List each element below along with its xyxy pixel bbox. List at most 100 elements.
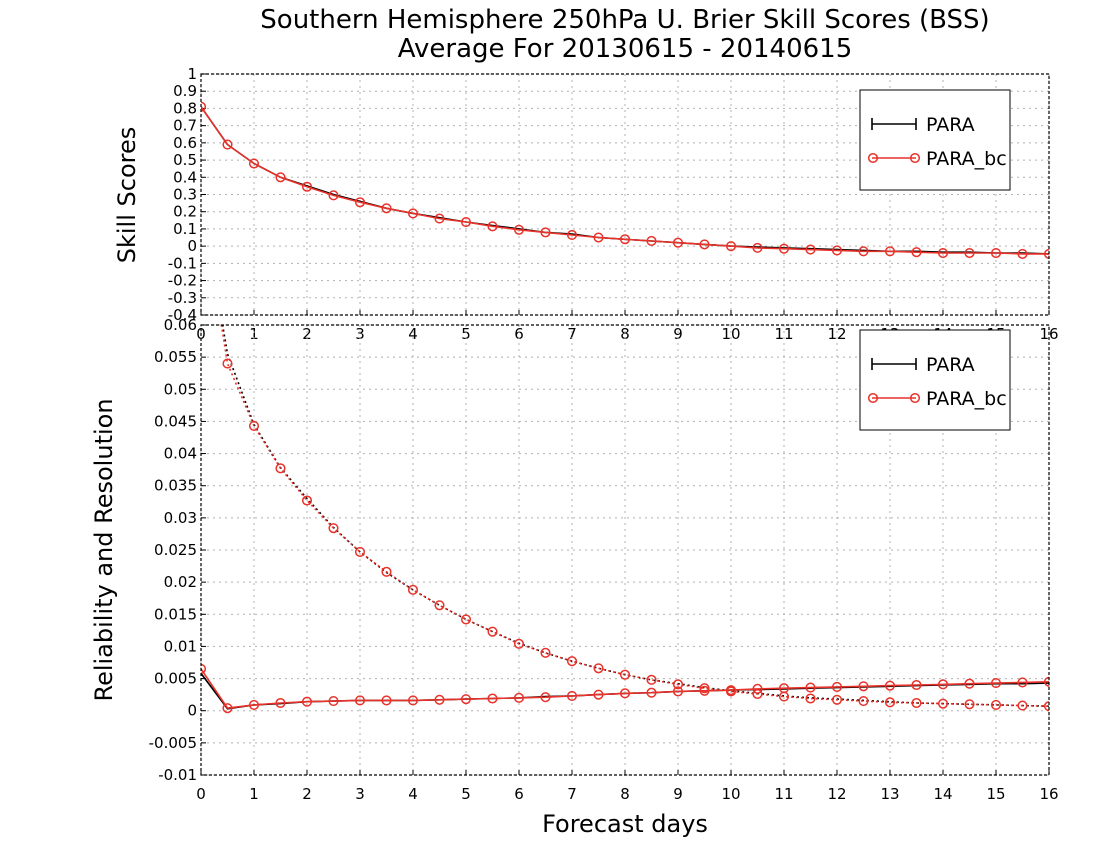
series-para-bc-reliability-point bbox=[646, 674, 657, 685]
y-axis-label: Skill Scores bbox=[113, 127, 141, 264]
series-para-bc-resolution-point bbox=[434, 694, 445, 705]
x-tick-label: 15 bbox=[986, 785, 1005, 803]
y-tick-label: -0.4 bbox=[168, 306, 197, 324]
series-para-bc-point bbox=[1017, 248, 1028, 259]
x-axis-label: Forecast days bbox=[542, 810, 708, 838]
series-para-bc-line bbox=[201, 106, 1049, 255]
y-tick-label: -0.005 bbox=[149, 734, 197, 752]
y-tick-label: -0.2 bbox=[168, 272, 197, 290]
series-para-bc-reliability-point bbox=[858, 696, 869, 707]
y-tick-label: 0.045 bbox=[154, 412, 197, 430]
series-para-bc-point bbox=[831, 245, 843, 256]
y-tick-label: -0.3 bbox=[168, 289, 197, 307]
series-para-bc-resolution-line bbox=[201, 668, 1049, 709]
series-para-bc-point bbox=[699, 239, 710, 250]
x-tick-label: 2 bbox=[302, 785, 312, 803]
legend-box bbox=[859, 89, 1011, 191]
series-para-bc-point bbox=[566, 229, 578, 241]
series-para-bc-reliability-point bbox=[752, 688, 763, 700]
series-para-bc-reliability-point bbox=[1043, 701, 1049, 712]
series-para-bc-resolution-point bbox=[275, 697, 286, 709]
y-tick-label: 0.4 bbox=[173, 168, 197, 186]
x-tick-label: 14 bbox=[933, 785, 952, 803]
series-para-bc-resolution-point bbox=[911, 679, 922, 691]
y-tick-label: 0.1 bbox=[173, 220, 197, 238]
legend: PARA PARA_bc bbox=[859, 89, 1011, 191]
series-para-bc-reliability-point bbox=[831, 694, 843, 705]
x-tick-label: 9 bbox=[673, 325, 683, 343]
series-para-bc-point bbox=[328, 190, 339, 201]
series-para-bc-point bbox=[619, 234, 631, 245]
x-tick-label: 8 bbox=[620, 325, 630, 343]
series-para-bc-reliability-point bbox=[884, 697, 896, 708]
x-tick-label: 5 bbox=[461, 325, 471, 343]
series-para-bc-reliability-point bbox=[407, 584, 419, 595]
y-tick-label: 0.8 bbox=[173, 99, 197, 117]
y-tick-label: -0.01 bbox=[158, 766, 197, 784]
y-tick-label: 0.015 bbox=[154, 605, 197, 623]
series-para-bc-reliability-point bbox=[937, 698, 949, 709]
series-para-bc-resolution-point bbox=[354, 695, 366, 706]
series-para-bc-point bbox=[646, 235, 657, 247]
x-tick-label: 7 bbox=[567, 785, 577, 803]
series-para-bc-point bbox=[725, 241, 737, 252]
series-para-bc-reliability-point bbox=[725, 686, 737, 697]
series-para-bc-reliability-point bbox=[593, 663, 604, 674]
series-para-bc-resolution-point bbox=[619, 688, 631, 699]
y-axis-label: Reliability and Resolution bbox=[90, 398, 118, 701]
plot-area bbox=[201, 101, 1049, 259]
series-para-bc-resolution-point bbox=[672, 686, 684, 697]
series-para-bc-reliability-point bbox=[805, 693, 816, 704]
x-tick-label: 5 bbox=[461, 785, 471, 803]
series-para-bc-resolution-point bbox=[487, 693, 498, 704]
series-para-bc-point bbox=[434, 213, 445, 224]
series-para-bc-resolution-point bbox=[328, 696, 339, 707]
y-tick-label: 0.2 bbox=[173, 203, 197, 221]
series-para-bc-resolution-point bbox=[805, 682, 816, 693]
series-para-bc-reliability-point bbox=[964, 699, 975, 710]
x-tick-label: 2 bbox=[302, 325, 312, 343]
series-para-bc-reliability-point bbox=[911, 697, 922, 709]
series-para-bc-resolution-point bbox=[964, 678, 975, 689]
x-tick-label: 4 bbox=[408, 325, 418, 343]
x-tick-label: 12 bbox=[827, 325, 846, 343]
series-para-bc-reliability-point bbox=[540, 647, 551, 658]
series-para-bc-reliability-point bbox=[460, 614, 472, 625]
x-tick-label: 12 bbox=[827, 785, 846, 803]
y-tick-label: 0.02 bbox=[164, 573, 197, 591]
x-tick-label: 8 bbox=[620, 785, 630, 803]
y-tick-label: 0.005 bbox=[154, 670, 197, 688]
series-para-bc-reliability-point bbox=[275, 463, 286, 474]
legend-marker bbox=[909, 392, 921, 404]
series-para-bc-point bbox=[201, 101, 207, 112]
series-para-bc-point bbox=[858, 246, 869, 257]
legend: PARA PARA_bc bbox=[859, 329, 1011, 431]
series-para-bc-resolution-point bbox=[566, 690, 578, 701]
y-tick-label: 0.05 bbox=[164, 380, 197, 398]
series-para-bc-point bbox=[884, 246, 896, 257]
x-tick-label: 13 bbox=[880, 785, 899, 803]
series-para-bc-point bbox=[805, 244, 816, 255]
x-tick-label: 3 bbox=[355, 785, 365, 803]
series-para-bc-point bbox=[275, 172, 286, 183]
plot-frame bbox=[200, 73, 1050, 316]
series-para-bc-point bbox=[752, 242, 763, 253]
x-tick-label: 1 bbox=[249, 785, 259, 803]
y-tick-label: 0.6 bbox=[173, 134, 197, 152]
plot-frame bbox=[200, 324, 1050, 776]
y-tick-label: 0 bbox=[187, 702, 197, 720]
series-para-bc-point bbox=[672, 237, 684, 248]
y-tick-label: 0.06 bbox=[164, 316, 197, 334]
series-para-bc-point bbox=[301, 181, 313, 192]
series-para-bc-reliability-point bbox=[672, 679, 684, 690]
series-para-bc-reliability-point bbox=[487, 626, 498, 637]
y-tick-label: 0.3 bbox=[173, 186, 197, 204]
series-para-bc-reliability-point bbox=[222, 358, 233, 369]
series-para-bc-reliability-point bbox=[328, 523, 339, 534]
reliability-resolution-panel: -0.01 -0.005 0 0.005 0.01 0.015 0.02 0.025 0.03 0… bbox=[90, 316, 1059, 838]
series-para-bc-reliability-point bbox=[248, 420, 260, 431]
series-para-bc-reliability-point bbox=[434, 600, 445, 611]
chart-title-line2: Average For 20130615 - 20140615 bbox=[398, 34, 853, 64]
chart-title-line1: Southern Hemisphere 250hPa U. Brier Skil… bbox=[260, 5, 989, 35]
y-tick-label: 0.035 bbox=[154, 477, 197, 495]
